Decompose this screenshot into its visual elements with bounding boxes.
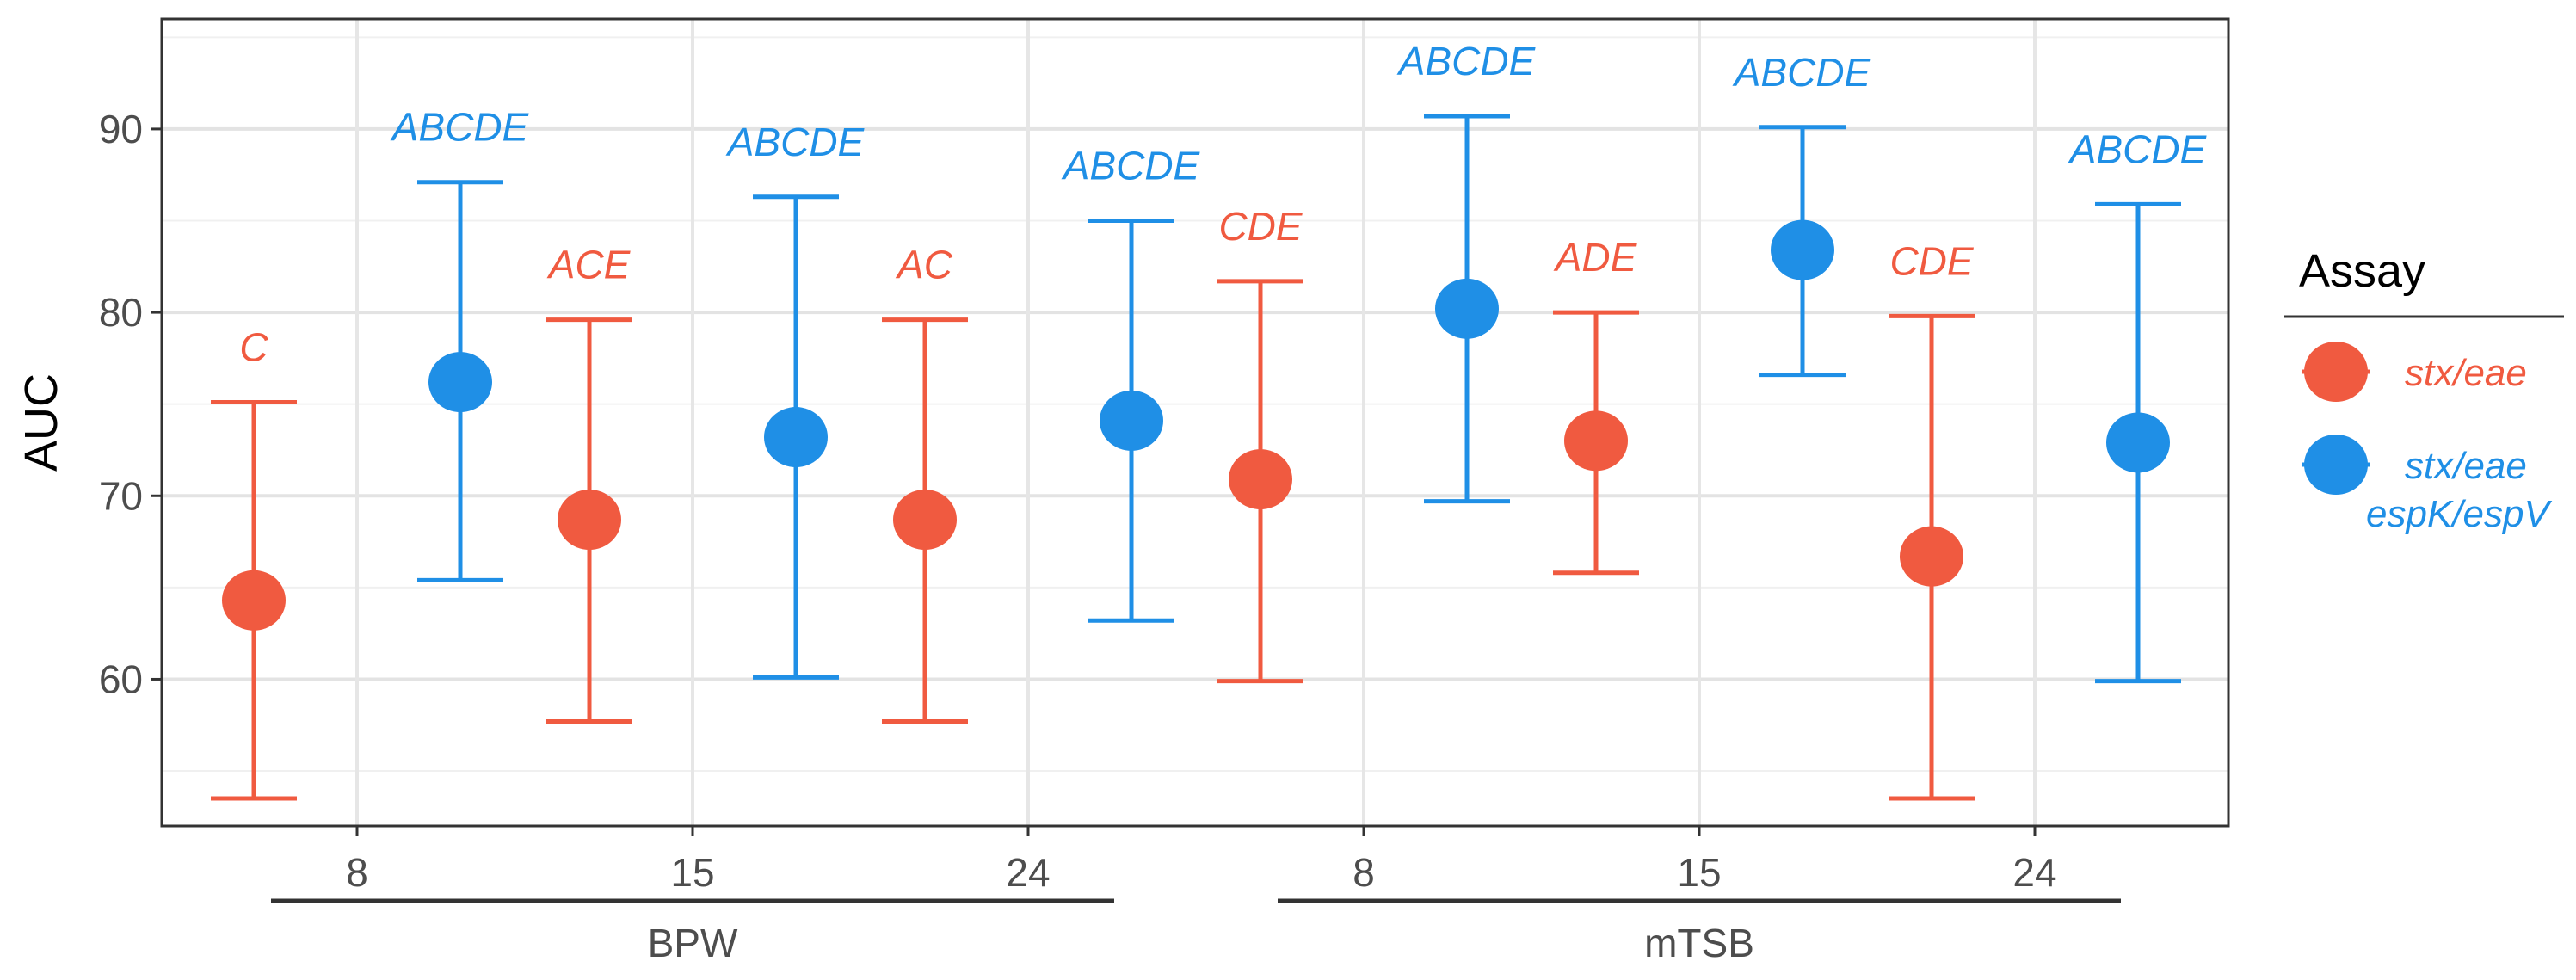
point-estimate-marker <box>1900 526 1963 587</box>
data-point-group: ABCDE <box>1396 39 1537 504</box>
axis-layer: 60 70 80 90 AUC 8 15 24 8 15 24 BPW mTSB <box>15 17 2230 965</box>
point-estimate-marker <box>1771 219 1834 280</box>
point-estimate-marker <box>1564 410 1628 472</box>
group-label: BPW <box>648 921 738 965</box>
grid-layer <box>162 19 2228 826</box>
x-category-label: 15 <box>670 850 714 895</box>
legend-entry-label: stx/eae <box>2405 445 2527 487</box>
point-estimate-marker <box>2106 412 2170 473</box>
point-estimate-marker <box>1100 390 1163 451</box>
data-point-group: ADE <box>1553 235 1639 576</box>
y-tick-label: 90 <box>99 107 143 151</box>
y-axis-title: AUC <box>15 373 67 472</box>
data-point-group: ABCDE <box>1061 144 1201 623</box>
legend-title: Assay <box>2299 245 2425 297</box>
legend: Assay stx/eae stx/eae espK/espV <box>2284 245 2564 535</box>
significance-letters: ABCDE <box>725 120 866 164</box>
plot-panel <box>162 19 2228 826</box>
data-point-group: AC <box>882 243 968 724</box>
point-estimate-marker <box>893 489 957 550</box>
significance-letters: ABCDE <box>1061 144 1201 188</box>
legend-key-marker <box>2304 435 2368 495</box>
point-estimate-marker <box>1435 278 1499 339</box>
x-category-label: 15 <box>1677 850 1721 895</box>
group-label: mTSB <box>1644 921 1754 965</box>
point-estimate-marker <box>764 407 828 468</box>
plot-border <box>160 17 2230 828</box>
point-estimate-marker <box>222 570 286 631</box>
data-point-group: ACE <box>546 243 632 724</box>
significance-letters: C <box>239 325 268 370</box>
legend-entry: stx/eae espK/espV <box>2302 435 2552 535</box>
legend-entry-label: stx/eae <box>2405 352 2527 394</box>
significance-letters: CDE <box>1218 204 1303 249</box>
data-point-group: ABCDE <box>725 120 866 680</box>
data-point-group: CDE <box>1889 238 1975 801</box>
significance-letters: ADE <box>1553 235 1638 280</box>
y-tick-label: 60 <box>99 656 143 701</box>
point-estimate-marker <box>1229 449 1292 510</box>
x-category-label: 24 <box>1006 850 1050 895</box>
marks-layer: C ACE AC CDE ADE CDE ABCDE ABCDE ABCDE ABCDE ABCDE… <box>211 39 2208 801</box>
x-category-label: 8 <box>346 850 368 895</box>
significance-letters: ACE <box>546 243 632 287</box>
significance-letters: ABCDE <box>390 105 530 150</box>
significance-letters: ABCDE <box>2068 126 2208 171</box>
significance-letters: CDE <box>1889 238 1974 283</box>
legend-entry-label: espK/espV <box>2366 493 2552 535</box>
point-estimate-marker <box>558 489 621 550</box>
data-point-group: ABCDE <box>390 105 530 582</box>
significance-letters: ABCDE <box>1396 39 1537 83</box>
data-point-group: CDE <box>1217 204 1303 684</box>
x-category-label: 8 <box>1353 850 1375 895</box>
legend-entry: stx/eae <box>2302 342 2527 402</box>
data-point-group: ABCDE <box>2068 126 2208 684</box>
significance-letters: ABCDE <box>1732 50 1872 95</box>
data-point-group: ABCDE <box>1732 50 1872 378</box>
point-estimate-marker <box>428 352 492 413</box>
y-tick-label: 80 <box>99 290 143 335</box>
x-category-label: 24 <box>2012 850 2056 895</box>
data-point-group: C <box>211 325 297 801</box>
significance-letters: AC <box>895 243 953 287</box>
legend-key-marker <box>2304 342 2368 402</box>
y-tick-label: 70 <box>99 473 143 518</box>
